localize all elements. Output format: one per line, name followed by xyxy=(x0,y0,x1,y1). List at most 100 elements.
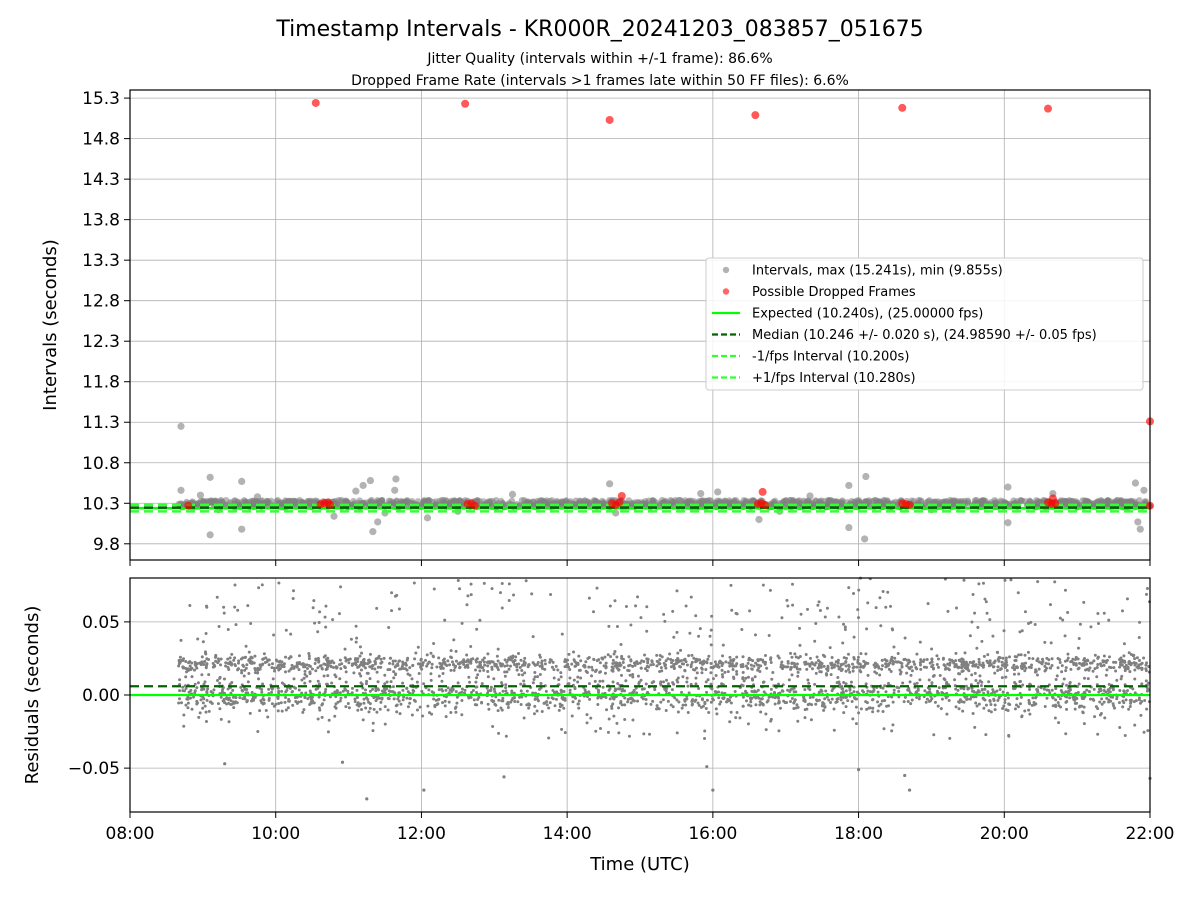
residual-point xyxy=(975,691,979,695)
residual-point xyxy=(637,682,641,686)
residual-point xyxy=(881,710,885,714)
residual-point xyxy=(568,688,572,692)
residual-point xyxy=(414,651,418,655)
residual-point xyxy=(320,667,324,671)
residual-point xyxy=(697,686,701,690)
interval-point xyxy=(196,491,205,499)
residual-point xyxy=(1026,650,1030,654)
residual-point xyxy=(632,661,636,665)
residual-point xyxy=(991,688,995,692)
residual-point xyxy=(660,669,664,673)
residual-point xyxy=(1111,688,1115,692)
residual-point xyxy=(577,699,581,703)
residual-point xyxy=(744,689,748,693)
residual-point xyxy=(892,688,896,692)
residual-point xyxy=(371,729,375,733)
residual-point xyxy=(948,658,952,662)
residual-point xyxy=(835,697,839,701)
residual-point xyxy=(978,674,982,678)
residual-point xyxy=(836,664,840,668)
legend-label: Median (10.246 +/- 0.020 s), (24.98590 +… xyxy=(752,328,1097,343)
interval-point xyxy=(1136,525,1144,533)
residual-point xyxy=(491,725,495,729)
residual-point xyxy=(1029,620,1033,624)
residual-point xyxy=(983,687,987,691)
residual-point xyxy=(543,662,547,666)
chart-subtitle-dropped: Dropped Frame Rate (intervals >1 frames … xyxy=(351,73,849,89)
residual-point xyxy=(779,665,783,669)
residual-point xyxy=(577,668,581,672)
residual-point xyxy=(864,661,868,665)
residual-point xyxy=(865,707,869,711)
residual-point xyxy=(957,672,961,676)
residual-point xyxy=(277,581,281,585)
residual-point xyxy=(758,658,762,662)
residual-point xyxy=(243,687,247,691)
residual-point xyxy=(715,712,719,716)
residual-point xyxy=(825,695,829,699)
residual-point xyxy=(1088,661,1092,665)
residual-point xyxy=(793,665,797,669)
residual-point xyxy=(1035,658,1039,662)
residual-point xyxy=(189,696,193,700)
residual-point xyxy=(316,666,320,670)
residual-point xyxy=(1019,695,1023,699)
residual-point xyxy=(916,687,920,691)
residual-point xyxy=(1121,705,1125,709)
residual-point xyxy=(587,596,591,600)
residual-point xyxy=(676,658,680,662)
residual-point xyxy=(236,667,240,671)
residual-point xyxy=(742,679,746,683)
residual-point xyxy=(182,713,186,717)
residual-point xyxy=(339,696,343,700)
residual-point xyxy=(1027,622,1031,626)
residual-point xyxy=(841,662,845,666)
residual-point xyxy=(1144,669,1148,673)
residual-point xyxy=(738,716,742,720)
residual-point xyxy=(415,680,419,684)
residual-point xyxy=(645,669,649,673)
residual-point xyxy=(361,718,365,722)
residual-point xyxy=(320,715,324,719)
residual-point xyxy=(720,691,724,695)
residual-point xyxy=(803,716,807,720)
residual-point xyxy=(856,658,860,662)
residual-point xyxy=(717,696,721,700)
residual-point xyxy=(247,672,251,676)
residual-point xyxy=(1078,622,1082,626)
residual-point xyxy=(813,639,817,643)
residual-point xyxy=(866,673,870,677)
residual-point xyxy=(1097,690,1101,694)
residual-point xyxy=(814,621,818,625)
residual-point xyxy=(1107,655,1111,659)
residual-point xyxy=(1027,656,1031,660)
residual-point xyxy=(1004,656,1008,660)
residual-point xyxy=(757,666,761,670)
residual-point xyxy=(639,666,643,670)
residual-point xyxy=(930,647,934,651)
residual-point xyxy=(490,667,494,671)
residual-point xyxy=(424,658,428,662)
residual-point xyxy=(222,700,226,704)
residual-point xyxy=(310,667,314,671)
residual-point xyxy=(204,710,208,714)
residual-point xyxy=(773,702,777,706)
residual-point xyxy=(435,665,439,669)
residual-point xyxy=(977,690,981,694)
residual-point xyxy=(658,662,662,666)
residual-point xyxy=(1015,697,1019,701)
residual-point xyxy=(391,662,395,666)
residual-point xyxy=(240,671,244,675)
residuals-plot: 08:00 10:00 12:00 14:00 16:00 18:00 20:00 22:00… xyxy=(22,576,1175,875)
residual-point xyxy=(488,661,492,665)
residual-point xyxy=(981,665,985,669)
residual-point xyxy=(606,730,610,734)
residual-point xyxy=(501,696,505,700)
residual-point xyxy=(795,703,799,707)
residual-point xyxy=(940,697,944,701)
residual-point xyxy=(1004,675,1008,679)
residual-point xyxy=(974,679,978,683)
residual-point xyxy=(679,648,683,652)
residual-point xyxy=(227,667,231,671)
residual-point xyxy=(877,704,881,708)
